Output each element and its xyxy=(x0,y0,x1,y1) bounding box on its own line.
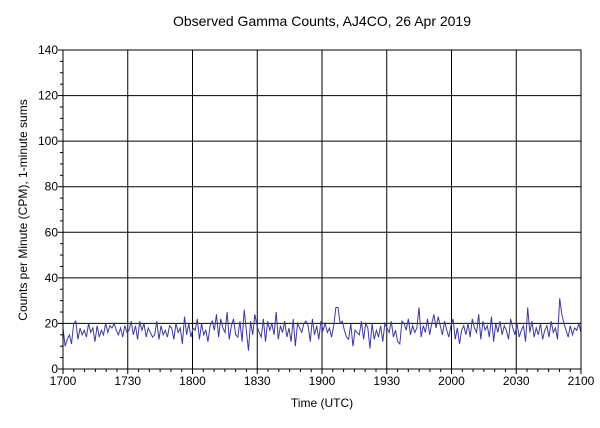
chart-title: Observed Gamma Counts, AJ4CO, 26 Apr 201… xyxy=(173,13,471,29)
x-tick-label: 2030 xyxy=(503,374,530,388)
y-tick-label: 120 xyxy=(38,89,58,103)
x-tick-label: 1700 xyxy=(50,374,77,388)
y-tick-labels: 0 20 40 60 80 100 120 140 xyxy=(38,43,58,376)
plot-frame xyxy=(62,49,582,370)
y-tick-label: 80 xyxy=(45,180,59,194)
x-tick-label: 2000 xyxy=(438,374,465,388)
x-tick-label: 1930 xyxy=(373,374,400,388)
y-tick-label: 60 xyxy=(45,225,59,239)
y-tick-label: 140 xyxy=(38,43,58,57)
y-tick-label: 0 xyxy=(51,362,58,376)
y-tick-label: 40 xyxy=(45,271,59,285)
x-tick-labels: 1700 1730 1800 1830 1900 1930 2000 2030 2100 xyxy=(50,374,595,388)
x-axis-label: Time (UTC) xyxy=(291,396,353,410)
y-axis-label: Counts per Minute (CPM), 1-minute sums xyxy=(16,99,30,320)
x-tick-label: 1900 xyxy=(309,374,336,388)
grid-lines xyxy=(63,50,581,369)
gamma-series-line xyxy=(62,298,582,351)
x-tick-label: 2100 xyxy=(568,374,595,388)
x-tick-label: 1830 xyxy=(244,374,271,388)
x-tick-label: 1800 xyxy=(179,374,206,388)
y-tick-label: 100 xyxy=(38,134,58,148)
y-tick-label: 20 xyxy=(45,316,59,330)
x-tick-label: 1730 xyxy=(114,374,141,388)
